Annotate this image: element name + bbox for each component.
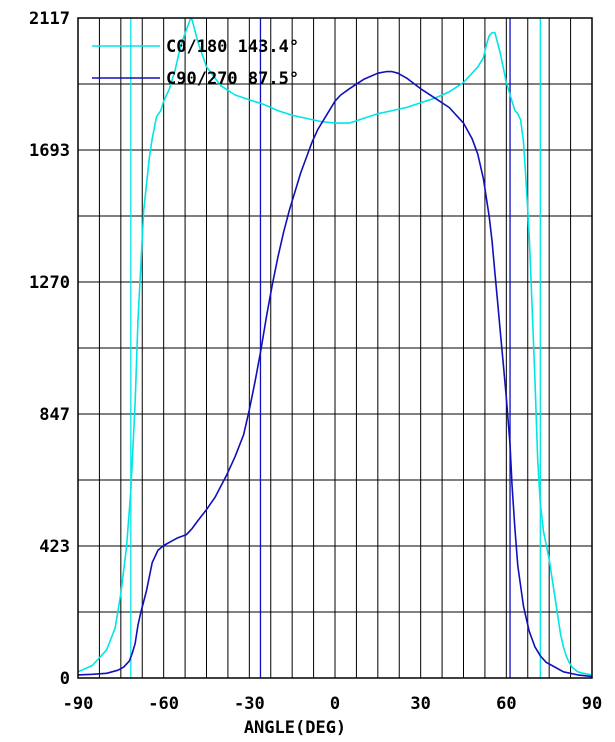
legend-label-0: C0/180 143.4° (166, 37, 299, 57)
series-layer (77, 17, 593, 678)
y-tick-label: 2117 (29, 9, 70, 29)
x-tick-label: -90 (63, 694, 94, 714)
series-line-0 (77, 17, 593, 676)
x-axis-title: ANGLE(DEG) (244, 718, 346, 738)
x-tick-label: -60 (148, 694, 179, 714)
legend-label-1: C90/270 87.5° (166, 69, 299, 89)
tick-labels: -90 -60 -30 0 30 60 90 0 423 847 1270 1693 2117 (29, 9, 602, 714)
x-tick-label: 60 (496, 694, 516, 714)
x-tick-label: 90 (582, 694, 602, 714)
y-tick-label: 1270 (29, 273, 70, 293)
x-tick-label: 30 (410, 694, 430, 714)
grid (78, 18, 592, 678)
x-tick-label: -30 (234, 694, 265, 714)
series-line-1 (77, 70, 593, 678)
plot-border (77, 17, 593, 679)
y-tick-label: 0 (60, 669, 70, 689)
plot-frame (77, 17, 593, 679)
y-tick-label: 1693 (29, 141, 70, 161)
y-tick-label: 423 (39, 537, 70, 557)
x-tick-label: 0 (330, 694, 340, 714)
legend: C0/180 143.4° C90/270 87.5° (92, 37, 299, 89)
y-tick-label: 847 (39, 405, 70, 425)
